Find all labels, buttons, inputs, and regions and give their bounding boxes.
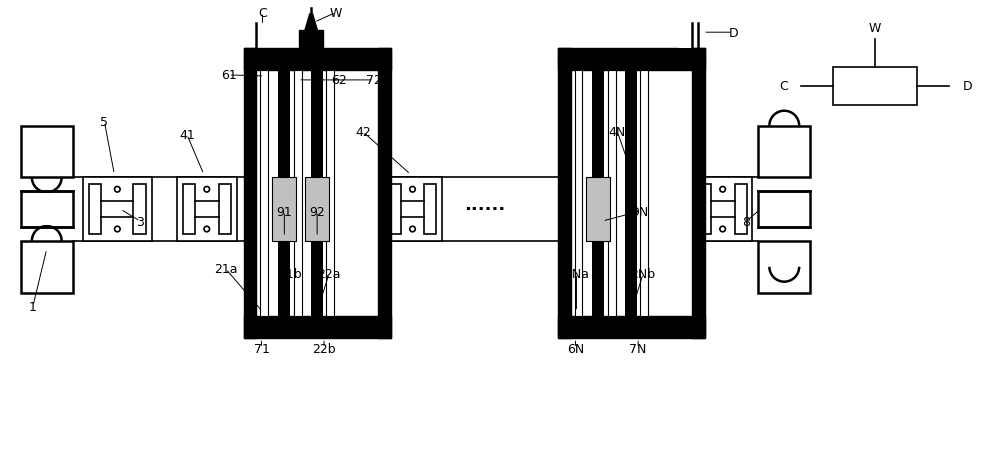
Bar <box>625 71 637 317</box>
Circle shape <box>720 227 725 232</box>
Text: 3: 3 <box>136 215 144 228</box>
Bar <box>735 185 747 235</box>
Text: C: C <box>779 80 788 93</box>
Circle shape <box>631 227 637 232</box>
Bar <box>25 194 69 225</box>
Bar <box>608 71 616 317</box>
Bar <box>833 68 917 106</box>
Bar <box>610 185 622 235</box>
Text: 8: 8 <box>743 215 751 228</box>
Text: 91: 91 <box>276 205 292 218</box>
Text: 92: 92 <box>309 205 325 218</box>
Bar <box>21 126 73 178</box>
Text: 6N: 6N <box>567 342 584 355</box>
Circle shape <box>720 187 725 193</box>
Bar <box>326 71 334 317</box>
Text: 71: 71 <box>254 342 269 355</box>
Text: 41: 41 <box>179 129 195 142</box>
Text: 22a: 22a <box>317 268 341 280</box>
Text: 72: 72 <box>366 74 382 87</box>
Bar <box>89 185 101 235</box>
Circle shape <box>115 227 120 232</box>
Text: 1: 1 <box>29 300 37 313</box>
Text: 2Na: 2Na <box>564 268 589 280</box>
Bar <box>21 192 73 228</box>
Bar <box>244 49 391 71</box>
Bar <box>758 126 810 178</box>
Text: 22b: 22b <box>312 342 336 355</box>
Bar <box>278 71 290 317</box>
Text: 2Nb: 2Nb <box>631 268 656 280</box>
Bar <box>758 192 810 228</box>
Text: C: C <box>258 7 267 20</box>
Bar <box>133 185 146 235</box>
Circle shape <box>204 187 210 193</box>
Text: 9N: 9N <box>632 205 649 218</box>
Bar <box>646 185 658 235</box>
Bar <box>575 71 582 317</box>
Bar <box>383 178 442 241</box>
Text: 61: 61 <box>221 69 237 82</box>
Bar <box>177 178 237 241</box>
Bar <box>294 71 302 317</box>
Bar <box>378 49 391 339</box>
Text: 5: 5 <box>100 116 108 129</box>
Text: ......: ...... <box>464 196 506 214</box>
Bar <box>640 71 648 317</box>
Bar <box>692 49 705 339</box>
Bar <box>693 178 752 241</box>
Text: W: W <box>869 22 881 34</box>
Text: 42: 42 <box>355 126 371 139</box>
Text: W: W <box>330 7 342 20</box>
Text: D: D <box>962 80 972 93</box>
Bar <box>592 71 604 317</box>
Bar <box>558 49 705 71</box>
Circle shape <box>204 227 210 232</box>
Bar <box>389 185 401 235</box>
Text: 21a: 21a <box>214 263 237 276</box>
Bar <box>311 71 323 317</box>
Text: 62: 62 <box>331 74 347 87</box>
Bar <box>758 241 810 293</box>
Circle shape <box>631 187 637 193</box>
Bar <box>260 71 268 317</box>
Bar <box>219 185 231 235</box>
Bar <box>244 317 391 339</box>
Bar <box>699 185 711 235</box>
Bar <box>299 31 323 49</box>
Bar <box>272 178 296 242</box>
Bar <box>83 178 152 241</box>
Bar <box>244 49 256 339</box>
Circle shape <box>410 187 415 193</box>
Bar <box>424 185 436 235</box>
Bar <box>183 185 195 235</box>
Bar <box>571 71 692 317</box>
Bar <box>679 24 692 49</box>
Bar <box>305 178 329 242</box>
Bar <box>762 194 806 225</box>
Circle shape <box>410 227 415 232</box>
Text: 4N: 4N <box>609 126 626 139</box>
Text: 7N: 7N <box>629 342 647 355</box>
Circle shape <box>115 187 120 193</box>
Polygon shape <box>304 14 318 31</box>
Bar <box>558 49 571 339</box>
Bar <box>256 71 378 317</box>
Bar <box>586 178 610 242</box>
Text: D: D <box>728 27 738 39</box>
Text: 21b: 21b <box>278 268 302 280</box>
Bar <box>21 241 73 293</box>
Bar <box>604 178 664 241</box>
Bar <box>558 317 705 339</box>
